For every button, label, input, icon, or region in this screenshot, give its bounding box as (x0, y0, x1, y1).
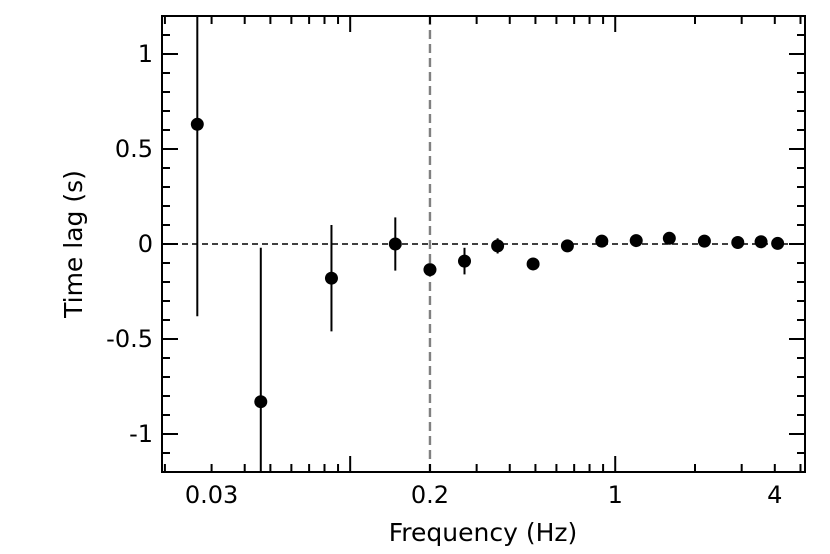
y-tick-label: 0.5 (115, 135, 153, 163)
y-tick-label: 1 (138, 40, 153, 68)
y-tick-label: -1 (129, 420, 153, 448)
data-point-2 (324, 271, 338, 285)
data-point-14 (754, 235, 768, 249)
data-point-7 (526, 257, 540, 271)
data-point-1 (254, 395, 268, 409)
data-point-3 (388, 237, 402, 251)
data-point-4 (423, 263, 437, 277)
data-point-6 (491, 239, 505, 253)
x-tick-label: 4 (767, 481, 782, 509)
data-point-8 (560, 239, 574, 253)
data-point-0 (190, 117, 204, 131)
x-axis-label: Frequency (Hz) (389, 518, 578, 547)
data-point-5 (458, 254, 472, 268)
data-point-11 (662, 231, 676, 245)
x-tick-label: 0.03 (185, 481, 238, 509)
axis-ticks (162, 15, 805, 473)
plot-frame (161, 15, 806, 473)
x-tick-label: 0.2 (411, 481, 449, 509)
data-point-12 (697, 234, 711, 248)
reference-lines (162, 16, 805, 472)
tick-labels: 1 0.5 0 -0.5 -1 0.03 0.2 1 4 (106, 40, 782, 509)
data-point-10 (629, 234, 643, 248)
data-point-9 (595, 234, 609, 248)
y-tick-label: 0 (138, 230, 153, 258)
y-axis-label: Time lag (s) (59, 170, 88, 319)
data-point-15 (771, 236, 785, 250)
y-tick-label: -0.5 (106, 325, 153, 353)
data-point-13 (731, 235, 745, 249)
x-tick-label: 1 (608, 481, 623, 509)
data-points (190, 117, 785, 409)
